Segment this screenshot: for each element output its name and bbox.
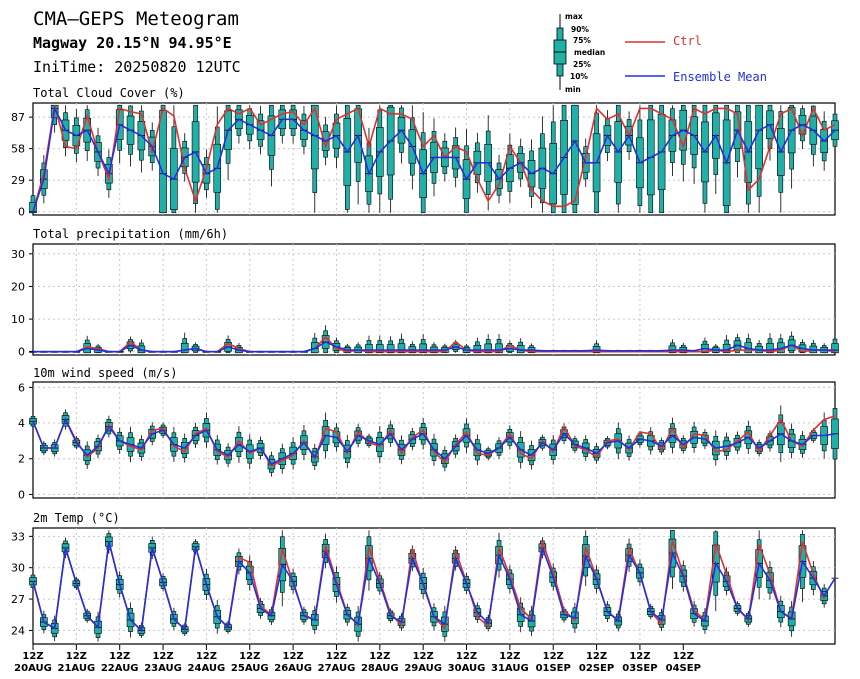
cloud-ctrl-line [32,104,836,212]
x-tick-date-label: 21AUG [58,663,96,674]
x-tick-hour-label: 12Z [629,651,650,662]
cloud-ytick-label: 58 [11,143,25,156]
x-tick-hour-label: 12Z [109,651,130,662]
legend-median-label: median [574,48,606,57]
x-tick-hour-label: 12Z [152,651,173,662]
x-tick-hour-label: 12Z [456,651,477,662]
x-tick-date-label: 23AUG [144,663,182,674]
legend-min-label: min [565,85,581,94]
precip-ytick-label: 0 [18,346,25,359]
x-tick-hour-label: 12Z [283,651,304,662]
x-tick-date-label: 22AUG [101,663,139,674]
temp-ytick-label: 30 [11,562,25,575]
wind-ytick-label: 2 [18,453,25,466]
precip-box-inner [473,344,482,354]
precip-mean-line [33,340,835,353]
x-tick-hour-label: 12Z [326,651,347,662]
x-tick-hour-label: 12Z [66,651,87,662]
wind-ytick-label: 6 [18,381,25,394]
precip-ytick-label: 20 [11,280,25,293]
x-tick-date-label: 28AUG [361,663,399,674]
precip-panel-title: Total precipitation (mm/6h) [33,227,229,241]
x-tick-hour-label: 12Z [673,651,694,662]
x-tick-hour-label: 12Z [369,651,390,662]
x-tick-date-label: 27AUG [318,663,356,674]
x-tick-date-label: 25AUG [231,663,269,674]
x-tick-date-label: 03SEP [622,663,657,674]
temp-mean-line [32,541,836,633]
x-tick-hour-label: 12Z [239,651,260,662]
legend-mean-label: Ensemble Mean [673,70,767,84]
location-label: Magway 20.15°N 94.95°E [33,34,232,52]
legend-p25-label: 25% [573,60,591,69]
x-tick-date-label: 02SEP [579,663,614,674]
cloud-box-inner [29,202,37,214]
x-tick-date-label: 20AUG [14,663,52,674]
x-tick-hour-label: 12Z [543,651,564,662]
x-tick-hour-label: 12Z [413,651,434,662]
wind-ytick-label: 4 [18,417,25,430]
legend-ctrl-label: Ctrl [673,34,702,48]
cloud-mean-line [32,105,836,212]
x-tick-hour-label: 12Z [196,651,217,662]
chart-title: CMA—GEPS Meteogram [33,8,239,30]
precip-box-inner [365,344,373,354]
wind-ytick-label: 0 [18,488,25,501]
temp-ytick-label: 24 [11,624,25,637]
init-time-label: IniTime: 20250820 12UTC [33,58,241,76]
x-tick-date-label: 24AUG [188,663,226,674]
temp-ytick-label: 27 [11,593,25,606]
precip-box-inner [180,343,189,354]
precip-box-inner [376,344,384,354]
x-tick-hour-label: 12Z [22,651,43,662]
cloud-box-inner [159,109,167,214]
precip-ytick-label: 30 [11,248,25,261]
cloud-panel-frame [32,102,836,216]
precip-box-inner [831,343,839,354]
precip-box-inner [766,343,774,354]
precip-ytick-label: 10 [11,313,25,326]
wind-mean-line [32,417,836,466]
cloud-ytick-label: 29 [11,174,25,187]
x-tick-hour-label: 12Z [499,651,520,662]
legend-p10-label: 10% [570,72,588,81]
legend-p90-label: 90% [571,25,589,34]
x-tick-date-label: 04SEP [666,663,701,674]
x-tick-date-label: 29AUG [404,663,442,674]
legend-max-label: max [565,12,583,21]
precip-box-inner [495,343,503,354]
precip-panel-frame [32,243,836,356]
wind-panel-title: 10m wind speed (m/s) [33,366,178,380]
precip-box-inner [386,344,395,354]
cloud-panel-title: Total Cloud Cover (%) [33,86,185,100]
x-tick-date-label: 01SEP [536,663,571,674]
cloud-box-inner [755,104,763,170]
precip-box-inner [397,343,406,354]
precip-box-inner [419,343,427,354]
legend-p75-label: 75% [573,36,591,45]
temp-ytick-label: 33 [11,530,25,543]
x-tick-date-label: 30AUG [448,663,486,674]
cloud-box-inner [571,104,579,205]
temp-panel-title: 2m Temp (°C) [33,511,120,525]
x-tick-hour-label: 12Z [586,651,607,662]
cloud-ytick-label: 0 [18,206,25,219]
precip-box-inner [484,343,492,354]
cloud-ytick-label: 87 [11,111,25,124]
x-tick-date-label: 26AUG [274,663,312,674]
x-tick-date-label: 31AUG [491,663,529,674]
